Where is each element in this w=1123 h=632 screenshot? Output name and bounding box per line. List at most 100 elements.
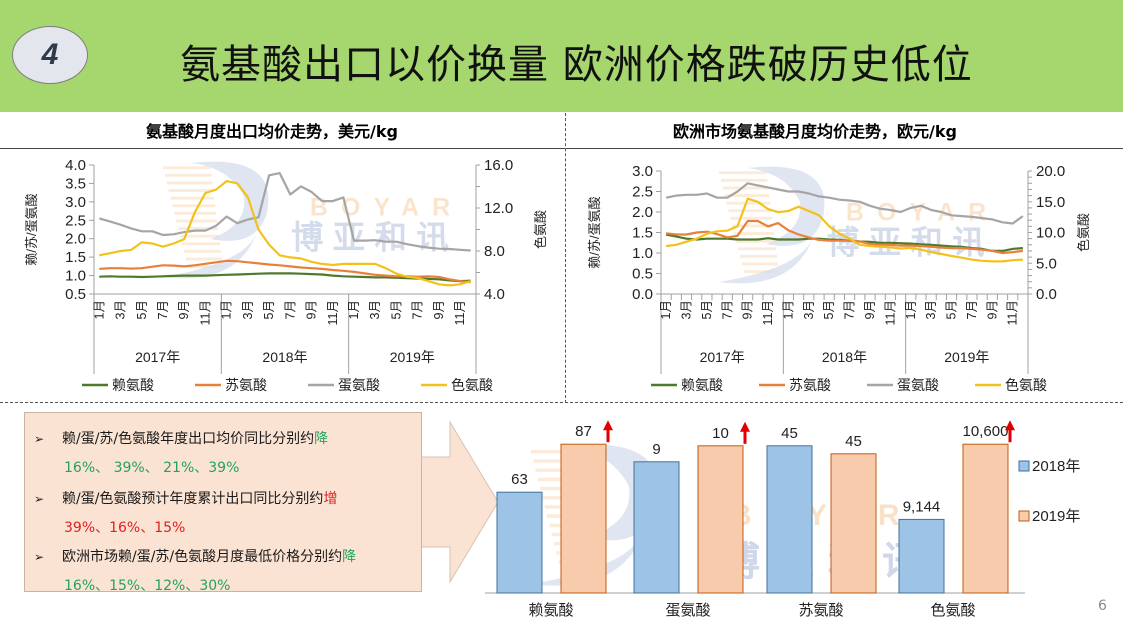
- right-y-tick-label: 5.0: [1036, 255, 1057, 272]
- left-chart-title: 氨基酸月度出口均价走势，美元/kg: [146, 122, 398, 141]
- legend-swatch: [1018, 460, 1030, 472]
- left-y-tick-label: 1.0: [632, 245, 653, 262]
- x-month-label: 5月: [700, 300, 714, 319]
- x-month-label: 3月: [241, 300, 255, 319]
- up-arrow-icon: [1005, 420, 1015, 431]
- note-direction: 增: [323, 491, 338, 507]
- summary-notes-box: [24, 412, 422, 592]
- watermark-chinese: 博亚和讯: [720, 540, 936, 584]
- left-y-tick-label: 0.0: [632, 286, 653, 303]
- x-year-label: 2017年: [135, 349, 180, 365]
- right-y-axis-title: 色氨酸: [533, 210, 548, 249]
- left-y-axis-title: 赖/苏/蛋氨酸: [24, 193, 39, 265]
- bar-2019: [962, 443, 1009, 594]
- x-month-label: 9月: [305, 300, 319, 319]
- x-month-label: 1月: [92, 300, 106, 319]
- bar-category-label: 色氨酸: [930, 602, 975, 619]
- bar-2018: [496, 491, 543, 594]
- x-month-label: 5月: [262, 300, 276, 319]
- x-month-label: 11月: [761, 300, 775, 325]
- bar-value-label: 45: [781, 425, 798, 442]
- series-line-4: [665, 197, 1023, 263]
- right-y-tick-label: 10.0: [1036, 225, 1065, 242]
- x-month-label: 7月: [411, 300, 425, 319]
- x-year-label: 2018年: [822, 349, 867, 365]
- left-y-tick-label: 3.0: [65, 194, 86, 211]
- legend-label: 苏氨酸: [789, 377, 831, 393]
- right-y-tick-label: 15.0: [1036, 194, 1065, 211]
- x-month-label: 5月: [389, 300, 403, 319]
- series-line-2: [665, 219, 1024, 255]
- bar-value-label: 45: [845, 433, 862, 450]
- note-values: 16%、15%、12%、30%: [64, 578, 231, 594]
- left-y-tick-label: 4.0: [65, 157, 86, 174]
- section-number: 4: [41, 38, 59, 71]
- legend-label: 赖氨酸: [681, 377, 723, 393]
- x-month-label: 1月: [347, 300, 361, 319]
- legend-label: 苏氨酸: [225, 377, 267, 393]
- section-badge: 4: [12, 26, 88, 84]
- bar-2019: [830, 453, 877, 594]
- left-title-underline: [0, 148, 565, 149]
- bar-value-label: 63: [511, 471, 528, 488]
- x-year-label: 2017年: [700, 349, 745, 365]
- note-direction: 降: [342, 549, 357, 565]
- note-direction: 降: [314, 431, 329, 447]
- note-text: 赖/蛋/苏/色氨酸年度出口均价同比分别约: [62, 431, 315, 447]
- note-text: 欧洲市场赖/蛋/苏/色氨酸月度最低价格分别约: [62, 549, 343, 565]
- callout-arrow: [420, 420, 499, 584]
- left-y-tick-label: 1.0: [65, 268, 86, 285]
- bar-2019: [560, 443, 607, 594]
- bar-2018: [766, 445, 813, 594]
- bar-value-label: 87: [575, 423, 592, 440]
- x-year-label: 2019年: [390, 349, 435, 365]
- legend-label: 色氨酸: [1005, 377, 1047, 393]
- x-month-label: 5月: [945, 300, 959, 319]
- right-y-axis-title: 色氨酸: [1076, 213, 1091, 252]
- bullet-arrow-icon: ➢: [34, 492, 45, 506]
- bullet-arrow-icon: ➢: [34, 432, 45, 446]
- legend-label: 2019年: [1032, 508, 1080, 525]
- legend-label: 赖氨酸: [112, 377, 154, 393]
- x-month-label: 11月: [326, 300, 340, 325]
- x-month-label: 1月: [904, 300, 918, 319]
- export-volume-bar-chart: BOYAR 博亚和讯 63 87 赖氨酸 9 10 蛋氨酸 45 45 苏氨酸 9,144 10,600…: [485, 420, 1080, 619]
- x-month-label: 1月: [659, 300, 673, 319]
- x-month-label: 7月: [720, 300, 734, 319]
- right-title-underline: [566, 148, 1123, 149]
- left-y-tick-label: 2.0: [65, 231, 86, 248]
- bar-2019: [697, 445, 744, 594]
- left-y-tick-label: 1.5: [65, 249, 86, 266]
- note-values: 16%、 39%、 21%、39%: [64, 460, 240, 476]
- x-month-label: 11月: [1006, 300, 1020, 325]
- x-month-label: 9月: [985, 300, 999, 319]
- watermark-latin: BOYAR: [846, 199, 999, 226]
- right-y-tick-label: 20.0: [1036, 163, 1065, 180]
- x-year-label: 2019年: [944, 349, 989, 365]
- title-bar: 4 氨基酸出口以价换量 欧洲价格跌破历史低位: [0, 0, 1123, 112]
- left-y-tick-label: 0.5: [632, 266, 653, 283]
- note-item: ➢ 欧洲市场赖/蛋/苏/色氨酸月度最低价格分别约降: [34, 546, 356, 566]
- left-y-tick-label: 3.0: [632, 163, 653, 180]
- left-y-tick-label: 2.5: [65, 212, 86, 229]
- x-month-label: 11月: [198, 300, 212, 325]
- bar-value-label: 10: [712, 425, 729, 442]
- x-month-label: 3月: [368, 300, 382, 319]
- legend-label: 蛋氨酸: [338, 377, 380, 393]
- left-y-tick-label: 1.5: [632, 225, 653, 242]
- watermark-chinese: 博亚和讯: [291, 220, 458, 256]
- x-month-label: 7月: [965, 300, 979, 319]
- legend-swatch: [1018, 510, 1030, 522]
- right-y-tick-label: 4.0: [484, 286, 505, 303]
- watermark-latin: BOYAR: [310, 194, 463, 221]
- x-month-label: 9月: [177, 300, 191, 319]
- series-line-1: [99, 272, 471, 283]
- horizontal-divider: [0, 402, 1123, 403]
- export-price-line-chart: BOYAR博亚和讯4.03.53.02.52.01.51.00.516.012.…: [24, 157, 548, 393]
- note-text: 赖/蛋/色氨酸预计年度累计出口同比分别约: [62, 491, 324, 507]
- x-month-label: 9月: [863, 300, 877, 319]
- watermark-swoosh: [719, 234, 814, 284]
